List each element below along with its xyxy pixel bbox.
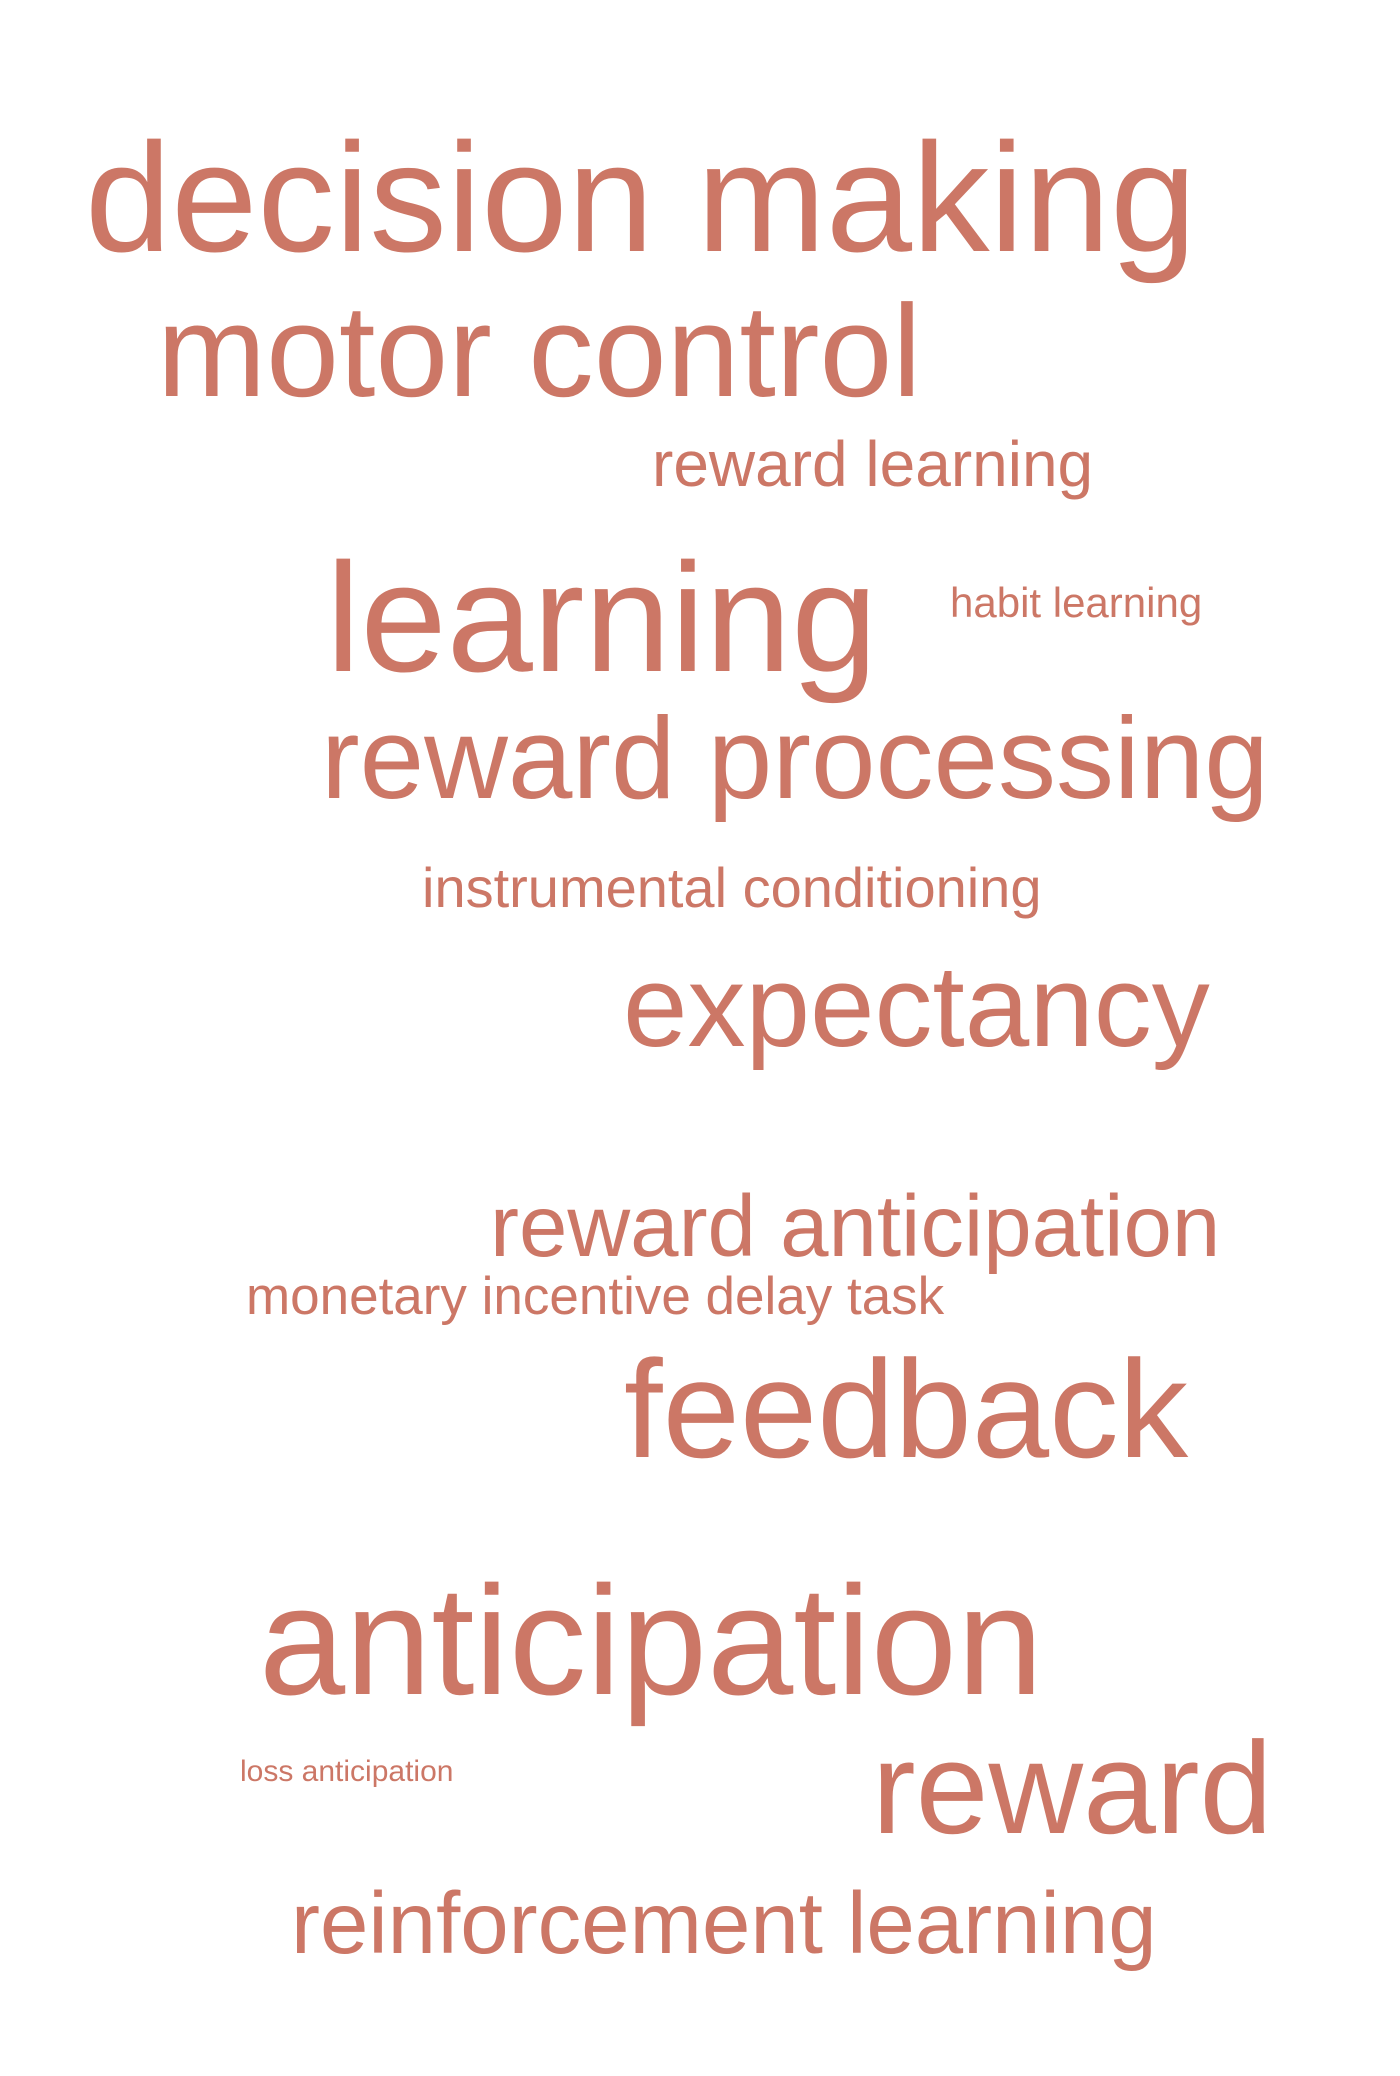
word-reward-processing: reward processing [321,693,1269,823]
word-monetary-incentive-delay-task: monetary incentive delay task [246,1267,945,1326]
word-reward-learning: reward learning [652,428,1094,500]
word-reward: reward [872,1714,1273,1861]
word-reinforcement-learning: reinforcement learning [291,1875,1157,1972]
word-instrumental-conditioning: instrumental conditioning [422,856,1042,919]
word-reward-anticipation: reward anticipation [490,1178,1221,1275]
word-motor-control: motor control [157,277,922,424]
word-loss-anticipation: loss anticipation [240,1755,454,1788]
word-expectancy: expectancy [623,941,1210,1071]
word-learning: learning [326,531,878,704]
word-anticipation: anticipation [259,1554,1044,1727]
word-feedback: feedback [624,1332,1189,1487]
word-decision-making: decision making [85,111,1197,284]
word-habit-learning: habit learning [950,579,1203,626]
